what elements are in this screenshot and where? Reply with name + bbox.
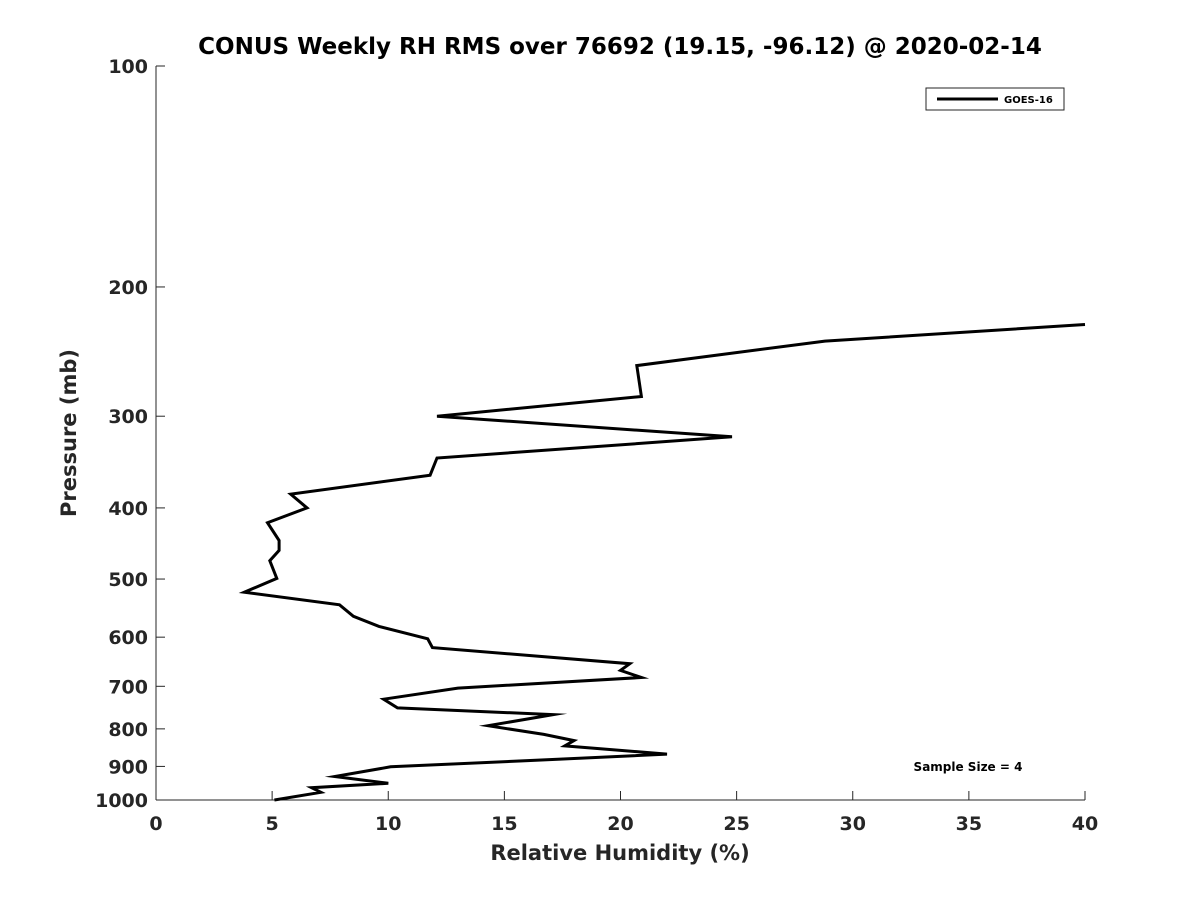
chart-title: CONUS Weekly RH RMS over 76692 (19.15, -… bbox=[198, 34, 1042, 60]
y-tick-label: 900 bbox=[108, 756, 148, 778]
sample-size-annotation: Sample Size = 4 bbox=[914, 760, 1023, 774]
x-tick-label: 0 bbox=[149, 813, 162, 835]
y-tick-label: 800 bbox=[108, 719, 148, 741]
x-tick-label: 15 bbox=[491, 813, 517, 835]
x-tick-label: 5 bbox=[266, 813, 279, 835]
y-tick-label: 500 bbox=[108, 569, 148, 591]
y-tick-label: 300 bbox=[108, 406, 148, 428]
x-tick-label: 25 bbox=[723, 813, 749, 835]
y-tick-label: 100 bbox=[108, 56, 148, 78]
series-line-goes-16 bbox=[238, 323, 1086, 802]
x-tick-label: 20 bbox=[607, 813, 633, 835]
legend: GOES-16 bbox=[925, 87, 1065, 111]
series-layer bbox=[238, 323, 1086, 802]
x-tick-label: 30 bbox=[840, 813, 866, 835]
x-tick-label: 35 bbox=[956, 813, 982, 835]
plot-area bbox=[156, 66, 1085, 800]
y-tick-label: 600 bbox=[108, 627, 148, 649]
y-tick-label: 700 bbox=[108, 676, 148, 698]
y-tick-label: 1000 bbox=[95, 790, 148, 812]
y-ticks: 100 200 300 400 500 600 700 800 900 1000 bbox=[95, 56, 165, 812]
y-tick-label: 400 bbox=[108, 498, 148, 520]
x-ticks: 0 5 10 15 20 25 30 35 40 bbox=[149, 791, 1098, 835]
x-axis-label: Relative Humidity (%) bbox=[490, 841, 749, 865]
y-axis-label: Pressure (mb) bbox=[57, 349, 81, 517]
x-tick-label: 40 bbox=[1072, 813, 1098, 835]
y-tick-label: 200 bbox=[108, 277, 148, 299]
legend-label-goes-16: GOES-16 bbox=[1004, 95, 1053, 106]
x-tick-label: 10 bbox=[375, 813, 401, 835]
